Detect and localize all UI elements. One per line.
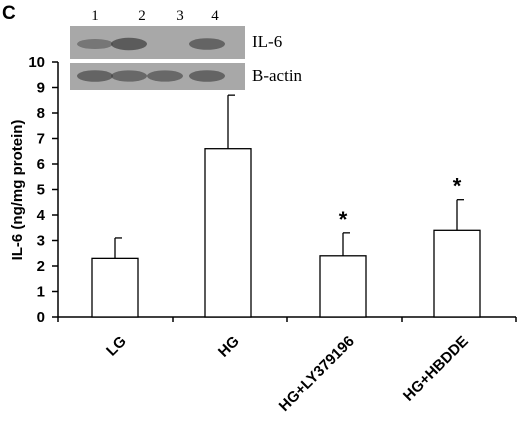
x-ticks — [57, 317, 517, 322]
category-label-1: LG — [103, 333, 130, 360]
y-axis-title: IL-6 (ng/mg protein) — [9, 120, 26, 261]
bar-2 — [204, 148, 252, 318]
y-tick-label-3: 3 — [37, 233, 45, 250]
y-tick-label-8: 8 — [37, 105, 45, 122]
lane-number-1: 1 — [91, 8, 99, 24]
y-tick-label-7: 7 — [37, 131, 45, 148]
category-label-3: HG+LY379196 — [276, 333, 358, 415]
y-ticks: 0 1 2 3 4 5 6 7 8 9 10 — [28, 54, 58, 326]
category-labels: LG HG HG+LY379196 HG+HBDDE — [103, 333, 472, 415]
lane-number-4: 4 — [211, 8, 219, 24]
lane-number-2: 2 — [138, 8, 146, 24]
y-tick-label-1: 1 — [37, 284, 45, 301]
bar-3 — [319, 255, 367, 318]
y-tick-label-6: 6 — [37, 156, 45, 173]
blot-band-il6-lane-2 — [111, 37, 147, 51]
blot-band-actin-lane-2 — [111, 70, 147, 82]
y-tick-label-5: 5 — [37, 182, 45, 199]
blot-label-il6: IL-6 — [252, 32, 282, 51]
western-blot: 1 2 3 4 IL-6 B-actin — [70, 8, 303, 90]
blot-label-actin: B-actin — [252, 66, 303, 85]
lane-number-3: 3 — [176, 8, 184, 24]
blot-band-actin-lane-1 — [77, 70, 113, 82]
category-label-4: HG+HBDDE — [400, 333, 472, 405]
panel-letter: C — [2, 3, 16, 24]
blot-band-il6-lane-1 — [77, 38, 113, 50]
significance-marker-4: * — [453, 174, 462, 199]
significance-marker-3: * — [339, 207, 348, 232]
bar-1 — [91, 257, 139, 318]
blot-divider — [70, 59, 245, 63]
bars: ** — [91, 94, 481, 318]
y-tick-label-4: 4 — [37, 207, 46, 224]
category-label-2: HG — [215, 333, 243, 361]
blot-band-actin-lane-4 — [189, 70, 225, 82]
y-tick-label-10: 10 — [28, 54, 45, 71]
blot-band-actin-lane-3 — [147, 70, 183, 82]
bar-4 — [433, 229, 481, 318]
blot-band-il6-lane-4 — [189, 38, 225, 50]
y-tick-label-0: 0 — [37, 309, 45, 326]
y-tick-label-9: 9 — [37, 80, 45, 97]
y-tick-label-2: 2 — [37, 258, 45, 275]
